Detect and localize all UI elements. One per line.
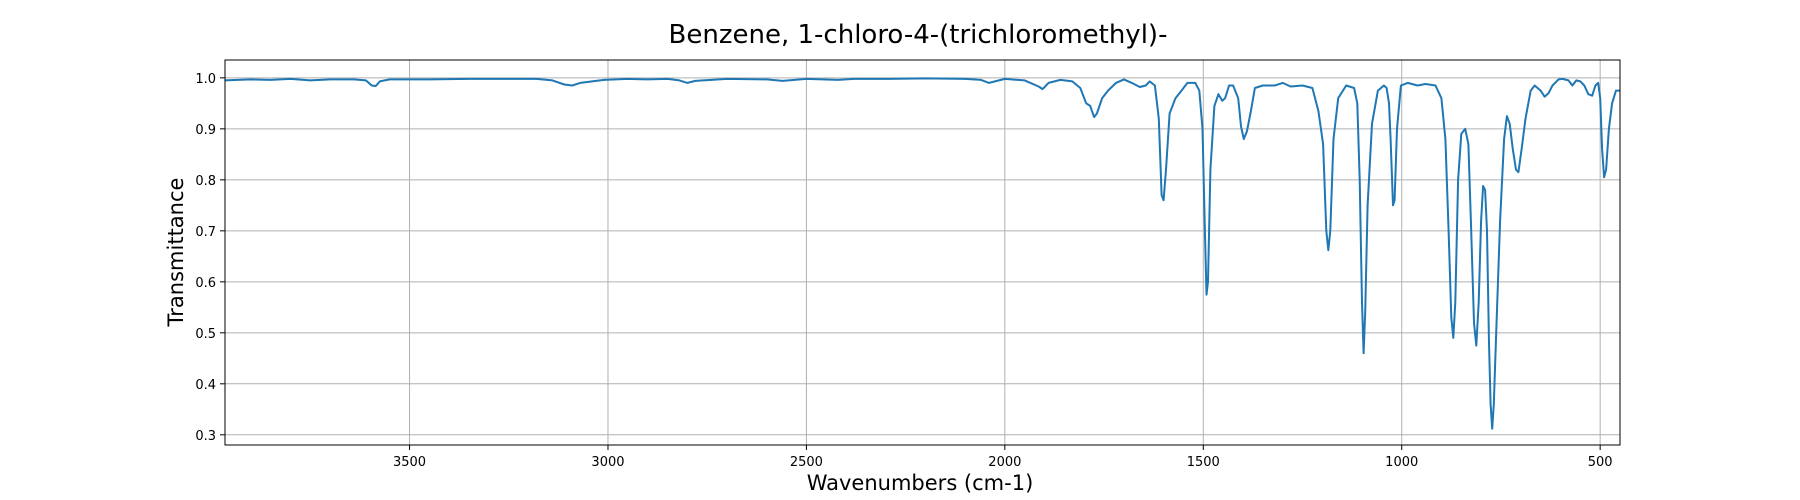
x-tick-label: 1500 <box>1187 455 1220 470</box>
x-tick-label: 3000 <box>591 455 624 470</box>
chart-title: Benzene, 1-chloro-4-(trichloromethyl)- <box>669 20 1168 50</box>
x-tick-label: 3500 <box>393 455 426 470</box>
x-tick-label: 500 <box>1588 455 1613 470</box>
y-tick-label: 0.8 <box>195 174 216 189</box>
y-axis-label: Transmittance <box>164 178 188 328</box>
x-tick-label: 2500 <box>790 455 823 470</box>
y-tick-label: 1.0 <box>195 72 216 87</box>
y-tick-label: 0.4 <box>195 378 216 393</box>
y-tick-label: 0.9 <box>195 123 216 138</box>
x-axis-label: Wavenumbers (cm-1) <box>807 471 1034 495</box>
axis-ticks: 3500 3000 2500 2000 1500 1000 500 0.3 0.4 0.5 0.6 0… <box>195 72 1612 470</box>
plot-frame <box>224 59 1621 446</box>
grid-lines <box>225 60 1620 445</box>
series-layer <box>224 77 1620 430</box>
x-tick-label: 1000 <box>1385 455 1418 470</box>
y-tick-label: 0.5 <box>195 327 216 342</box>
spectrum-line <box>224 77 1620 430</box>
x-tick-label: 2000 <box>988 455 1021 470</box>
y-tick-label: 0.3 <box>195 429 216 444</box>
y-tick-label: 0.6 <box>195 276 216 291</box>
y-tick-label: 0.7 <box>195 225 216 240</box>
